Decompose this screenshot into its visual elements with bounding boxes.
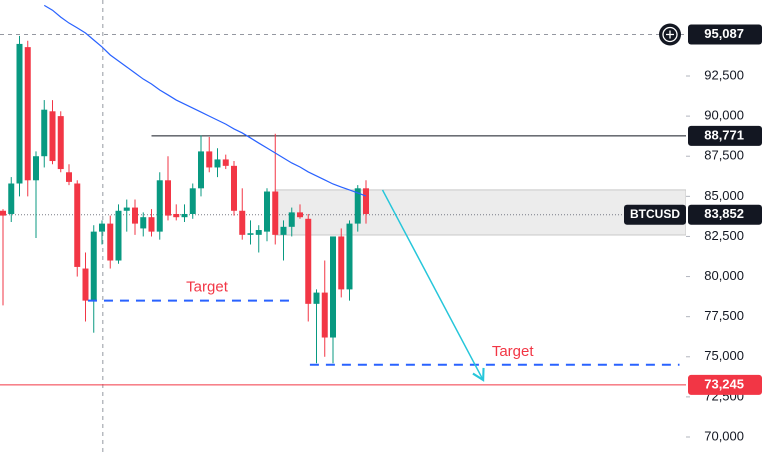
- candle-body: [247, 233, 254, 235]
- candle-body: [140, 217, 147, 229]
- candle-body: [280, 226, 287, 235]
- candle-body: [123, 207, 130, 211]
- candle-body: [49, 111, 56, 162]
- resistance-label: 88,771: [704, 127, 744, 142]
- moving-average: [43, 4, 367, 197]
- candle-body: [222, 159, 229, 166]
- y-tick-label: 77,500: [704, 308, 744, 323]
- candle-body: [41, 109, 48, 157]
- candle-body: [181, 213, 188, 218]
- last-price-label-bg: [688, 204, 762, 225]
- y-tick-label: 92,500: [704, 67, 744, 82]
- candle-body: [33, 156, 39, 181]
- candle-body: [148, 217, 155, 232]
- plot-area: Target Target: [0, 0, 686, 452]
- candle-body: [288, 212, 295, 227]
- symbol-label: BTCUSD: [630, 207, 680, 221]
- price-axis: 70,00072,50075,00077,50080,00082,50085,0…: [624, 23, 762, 443]
- y-tick-label: 70,000: [704, 428, 744, 443]
- candle-body: [24, 47, 31, 181]
- candle-body: [57, 116, 64, 170]
- candle-body: [90, 231, 97, 301]
- last-price-label: 83,852: [704, 206, 744, 221]
- projection-arrow: [381, 189, 485, 382]
- candle-body: [0, 210, 6, 216]
- candle-body: [338, 236, 345, 290]
- candle-body: [313, 292, 320, 304]
- y-tick-label: 90,000: [704, 108, 744, 123]
- candle-body: [321, 292, 328, 338]
- candle-body: [165, 180, 171, 216]
- candle-body: [305, 218, 312, 304]
- candle-body: [16, 43, 23, 184]
- candle-body: [189, 188, 196, 214]
- candle-body: [272, 191, 279, 235]
- candle-body: [206, 151, 213, 168]
- candle-body: [231, 165, 237, 211]
- candle-body: [239, 210, 246, 235]
- y-tick-label: 85,000: [704, 188, 744, 203]
- candle-body: [363, 188, 369, 214]
- candle-body: [346, 223, 353, 290]
- support-label-bg: [688, 374, 762, 395]
- candle-body: [74, 183, 81, 267]
- candle-body: [115, 210, 122, 261]
- y-tick-label: 75,000: [704, 348, 744, 363]
- candle-body: [8, 183, 15, 214]
- add-button-plus: [666, 30, 674, 39]
- zone: [274, 189, 686, 236]
- top-marker-label-bg: [688, 24, 762, 45]
- candle-body: [255, 230, 262, 235]
- candle-body: [214, 159, 221, 168]
- candle-body: [66, 172, 72, 182]
- candle-body: [156, 180, 163, 232]
- candle-body: [264, 191, 270, 232]
- add-button-ring: [662, 26, 678, 43]
- candle-body: [198, 151, 204, 189]
- candle-body: [132, 207, 138, 224]
- y-tick-label: 87,500: [704, 148, 744, 163]
- resistance-label-bg: [688, 125, 762, 146]
- symbol-bg: [624, 204, 686, 225]
- candle-body: [173, 213, 180, 218]
- candle-body: [107, 223, 114, 261]
- top-marker-label: 95,087: [704, 26, 744, 41]
- support-label: 73,245: [704, 376, 744, 391]
- y-tick-label: 82,500: [704, 228, 744, 243]
- y-tick-label: 80,000: [704, 268, 744, 283]
- candle-body: [82, 268, 89, 301]
- candle-body: [330, 236, 336, 338]
- target-label: Target: [492, 343, 535, 360]
- candle-body: [297, 212, 303, 218]
- candle-body: [354, 188, 361, 224]
- target-label: Target: [186, 279, 229, 296]
- candle-body: [99, 223, 105, 232]
